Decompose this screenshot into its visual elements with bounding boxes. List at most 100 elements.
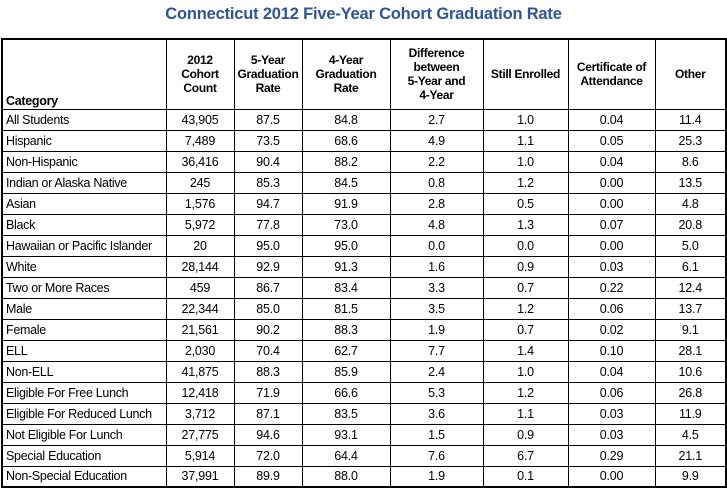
value-cell: 2.8	[389, 192, 484, 215]
value-cell: 43,905	[165, 108, 235, 131]
value-cell: 92.9	[233, 255, 303, 278]
value-cell: 0.04	[567, 150, 656, 173]
value-cell: 0.04	[567, 108, 656, 131]
table-row: Asian 1,576 94.7 91.9 2.8 0.5 0.00 4.8	[1, 192, 727, 215]
table-row: Eligible For Free Lunch 12,418 71.9 66.6 5.3…	[1, 381, 727, 404]
value-cell: 20.8	[654, 213, 727, 236]
value-cell: 1.2	[482, 297, 569, 320]
value-cell: 62.7	[301, 339, 391, 362]
value-cell: 5,914	[165, 444, 235, 467]
value-cell: 5.3	[389, 381, 484, 404]
value-cell: 3.3	[389, 276, 484, 299]
value-cell: 7.6	[389, 444, 484, 467]
value-cell: 0.00	[567, 234, 656, 257]
value-cell: 5,972	[165, 213, 235, 236]
table-row: Non-ELL 41,875 88.3 85.9 2.4 1.0 0.04 10.6	[1, 360, 727, 383]
graduation-rate-table: Category 2012 Cohort Count 5-Year Gradua…	[1, 38, 727, 488]
category-cell: Hispanic	[1, 129, 167, 152]
value-cell: 0.02	[567, 318, 656, 341]
value-cell: 1.1	[482, 402, 569, 425]
value-cell: 81.5	[301, 297, 391, 320]
value-cell: 6.1	[654, 255, 727, 278]
report-page: Connecticut 2012 Five-Year Cohort Gradua…	[1, 5, 727, 488]
value-cell: 0.03	[567, 402, 656, 425]
value-cell: 21.1	[654, 444, 727, 467]
value-cell: 84.8	[301, 108, 391, 131]
value-cell: 11.9	[654, 402, 727, 425]
value-cell: 90.4	[233, 150, 303, 173]
value-cell: 1.0	[482, 360, 569, 383]
category-cell: White	[1, 255, 167, 278]
value-cell: 72.0	[233, 444, 303, 467]
table-row: Black 5,972 77.8 73.0 4.8 1.3 0.07 20.8	[1, 213, 727, 236]
category-cell: Black	[1, 213, 167, 236]
value-cell: 95.0	[301, 234, 391, 257]
header-certificate-of-attendance: Certificate of Attendance	[567, 38, 656, 110]
header-4-year-graduation-rate: 4-Year Graduation Rate	[301, 38, 391, 110]
category-cell: Asian	[1, 192, 167, 215]
value-cell: 0.00	[567, 192, 656, 215]
value-cell: 7.7	[389, 339, 484, 362]
value-cell: 83.5	[301, 402, 391, 425]
table-row: Not Eligible For Lunch 27,775 94.6 93.1 1.5 0…	[1, 423, 727, 446]
table-row: Non-Hispanic 36,416 90.4 88.2 2.2 1.0 0.04 8.6	[1, 150, 727, 173]
value-cell: 245	[165, 171, 235, 194]
value-cell: 1,576	[165, 192, 235, 215]
value-cell: 1.4	[482, 339, 569, 362]
value-cell: 37,991	[165, 465, 235, 488]
value-cell: 89.9	[233, 465, 303, 488]
header-row: Category 2012 Cohort Count 5-Year Gradua…	[1, 38, 727, 110]
header-5-year-graduation-rate: 5-Year Graduation Rate	[233, 38, 303, 110]
value-cell: 0.00	[567, 465, 656, 488]
value-cell: 9.1	[654, 318, 727, 341]
value-cell: 1.2	[482, 171, 569, 194]
value-cell: 0.7	[482, 276, 569, 299]
value-cell: 83.4	[301, 276, 391, 299]
value-cell: 87.1	[233, 402, 303, 425]
value-cell: 0.03	[567, 423, 656, 446]
value-cell: 0.04	[567, 360, 656, 383]
value-cell: 22,344	[165, 297, 235, 320]
category-cell: Male	[1, 297, 167, 320]
value-cell: 1.5	[389, 423, 484, 446]
value-cell: 0.22	[567, 276, 656, 299]
table-row: Special Education 5,914 72.0 64.4 7.6 6.7 0.29…	[1, 444, 727, 467]
table-row: Hispanic 7,489 73.5 68.6 4.9 1.1 0.05 25.3	[1, 129, 727, 152]
header-still-enrolled: Still Enrolled	[482, 38, 569, 110]
table-row: ELL 2,030 70.4 62.7 7.7 1.4 0.10 28.1	[1, 339, 727, 362]
value-cell: 28,144	[165, 255, 235, 278]
header-category: Category	[1, 38, 167, 110]
value-cell: 1.9	[389, 465, 484, 488]
table-row: White 28,144 92.9 91.3 1.6 0.9 0.03 6.1	[1, 255, 727, 278]
value-cell: 28.1	[654, 339, 727, 362]
value-cell: 0.05	[567, 129, 656, 152]
value-cell: 3.5	[389, 297, 484, 320]
value-cell: 0.8	[389, 171, 484, 194]
value-cell: 64.4	[301, 444, 391, 467]
value-cell: 91.3	[301, 255, 391, 278]
value-cell: 27,775	[165, 423, 235, 446]
value-cell: 4.9	[389, 129, 484, 152]
value-cell: 95.0	[233, 234, 303, 257]
table-row: Hawaiian or Pacific Islander 20 95.0 95.0 0.…	[1, 234, 727, 257]
category-cell: Eligible For Reduced Lunch	[1, 402, 167, 425]
value-cell: 4.8	[654, 192, 727, 215]
value-cell: 3,712	[165, 402, 235, 425]
value-cell: 88.0	[301, 465, 391, 488]
header-difference: Difference between 5-Year and 4-Year	[389, 38, 484, 110]
value-cell: 0.9	[482, 255, 569, 278]
value-cell: 1.1	[482, 129, 569, 152]
category-cell: All Students	[1, 108, 167, 131]
table-row: Two or More Races 459 86.7 83.4 3.3 0.7 0.22 12…	[1, 276, 727, 299]
category-cell: Non-Hispanic	[1, 150, 167, 173]
value-cell: 41,875	[165, 360, 235, 383]
value-cell: 0.9	[482, 423, 569, 446]
category-cell: ELL	[1, 339, 167, 362]
value-cell: 36,416	[165, 150, 235, 173]
value-cell: 70.4	[233, 339, 303, 362]
value-cell: 4.8	[389, 213, 484, 236]
value-cell: 1.0	[482, 108, 569, 131]
value-cell: 5.0	[654, 234, 727, 257]
table-row: Non-Special Education 37,991 89.9 88.0 1.9 0.…	[1, 465, 727, 488]
category-cell: Two or More Races	[1, 276, 167, 299]
